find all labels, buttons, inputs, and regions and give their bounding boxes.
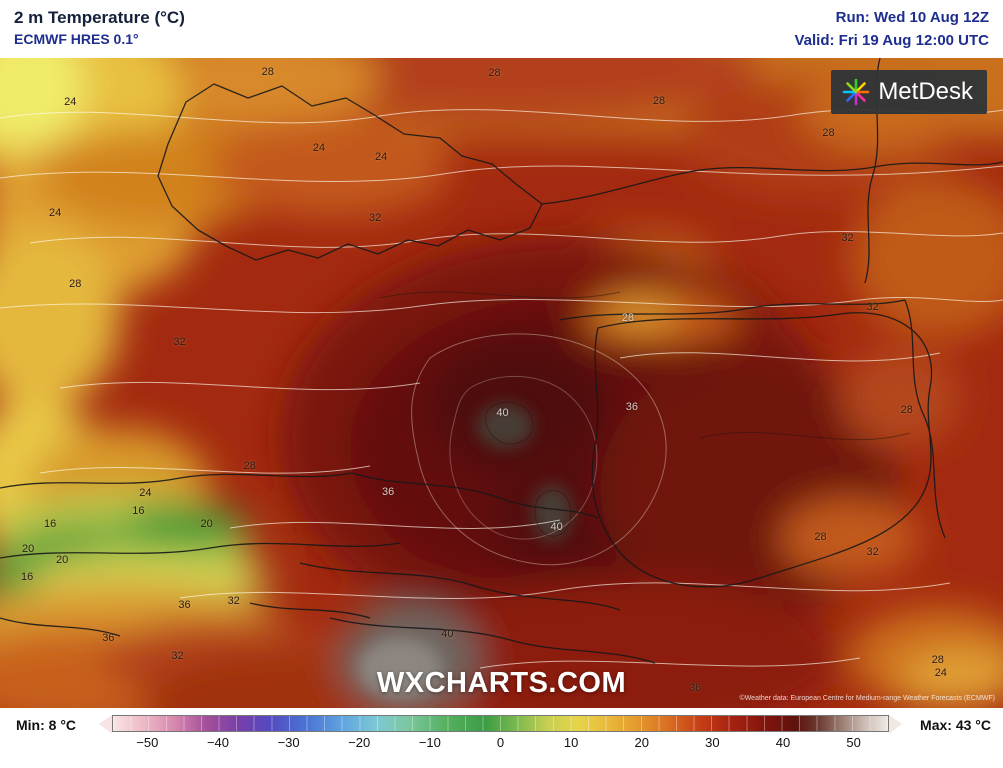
temperature-map: 28 28 28 28 24 24 24 24 28 32 32 32 28 32 36 40 28 28 24 16… — [0, 58, 1003, 708]
colorbar-max-label: Max: 43 °C — [920, 717, 991, 733]
colorbar-tick: 10 — [563, 735, 579, 750]
metdesk-logo-text: MetDesk — [878, 78, 973, 105]
contour-label: 28 — [243, 460, 256, 473]
contour-label: 32 — [173, 336, 186, 349]
contour-label: 24 — [934, 666, 947, 679]
contour-label: 32 — [866, 300, 879, 313]
colorbar-right-arrow — [889, 715, 902, 734]
colorbar-tick: −40 — [206, 735, 229, 750]
contour-label: 28 — [822, 126, 835, 139]
inner-contour-lines — [379, 291, 911, 537]
contour-label: 28 — [261, 66, 274, 79]
colorbar-tick: −20 — [348, 735, 371, 750]
contour-label: 24 — [49, 206, 62, 219]
valid-label: Valid: Fri 19 Aug 12:00 UTC — [794, 31, 990, 49]
contour-label: 28 — [488, 66, 501, 79]
contour-label: 36 — [178, 599, 191, 612]
contour-lines — [0, 109, 1003, 669]
contour-label: 32 — [841, 232, 854, 245]
colorbar-tick: 30 — [705, 735, 720, 750]
contour-label: 36 — [382, 486, 395, 499]
contour-label: 28 — [814, 531, 827, 544]
colorbar-tick: −10 — [418, 735, 441, 750]
credit-text: ©Weather data: European Centre for Mediu… — [739, 695, 995, 702]
contour-label: 28 — [900, 404, 913, 417]
contour-label: 36 — [102, 631, 115, 644]
colorbar-tick: 0 — [496, 735, 505, 750]
colorbar-bar — [112, 715, 889, 732]
run-valid-info: Run: Wed 10 Aug 12Z Valid: Fri 19 Aug 12… — [795, 7, 990, 52]
colorbar-tick: 20 — [634, 735, 649, 750]
metdesk-star-icon — [843, 78, 870, 106]
model-label: ECMWF HRES 0.1° — [14, 31, 139, 47]
contour-label: 28 — [621, 312, 634, 324]
header: 2 m Temperature (°C) ECMWF HRES 0.1° Run… — [0, 0, 1003, 58]
colorbar-footer: Min: 8 °C Max: 43 °C −50 −40 −30 −20 −10 0 10 2… — [0, 708, 1003, 768]
contour-label: 16 — [44, 518, 57, 531]
run-label: Run: Wed 10 Aug 12Z — [835, 9, 989, 26]
contour-label: 28 — [931, 653, 944, 666]
watermark: WXCHARTS.COM — [376, 667, 627, 699]
contour-label: 36 — [688, 681, 702, 694]
contour-labels: 28 28 28 28 24 24 24 24 28 32 32 32 28 32 36 40 28 28 24 16… — [0, 58, 1003, 708]
contour-label: 20 — [21, 542, 35, 555]
contour-label: 32 — [171, 650, 184, 662]
contour-label: 24 — [139, 486, 152, 499]
contour-label: 24 — [312, 141, 326, 154]
contour-label: 16 — [132, 505, 145, 518]
colorbar-tick: 40 — [775, 735, 791, 750]
contour-label: 20 — [200, 518, 213, 531]
colorbar-left-arrow — [99, 715, 112, 734]
contour-label: 36 — [625, 401, 638, 414]
contour-label: 40 — [441, 627, 454, 640]
contour-label: 32 — [866, 546, 879, 558]
colorbar-tick: −50 — [136, 735, 159, 750]
contour-label: 32 — [368, 211, 382, 224]
contour-label: 40 — [550, 521, 563, 534]
contour-label: 16 — [20, 570, 34, 583]
colorbar-tick: 50 — [846, 735, 861, 750]
country-borders — [0, 58, 1003, 664]
contour-label: 24 — [375, 150, 388, 163]
colorbar-ticks: −50 −40 −30 −20 −10 0 10 20 30 40 50 — [112, 735, 889, 753]
contour-label: 28 — [69, 278, 82, 291]
page-title: 2 m Temperature (°C) — [14, 8, 185, 27]
contour-label: 40 — [496, 406, 509, 419]
colorbar-tick: −30 — [277, 735, 300, 750]
contour-label: 20 — [56, 553, 69, 566]
contour-label: 24 — [64, 96, 77, 109]
metdesk-logo: MetDesk — [831, 70, 987, 114]
colorbar — [99, 715, 902, 734]
contour-label: 28 — [652, 94, 666, 107]
contour-label: 32 — [227, 594, 240, 607]
colorbar-min-label: Min: 8 °C — [16, 717, 77, 733]
